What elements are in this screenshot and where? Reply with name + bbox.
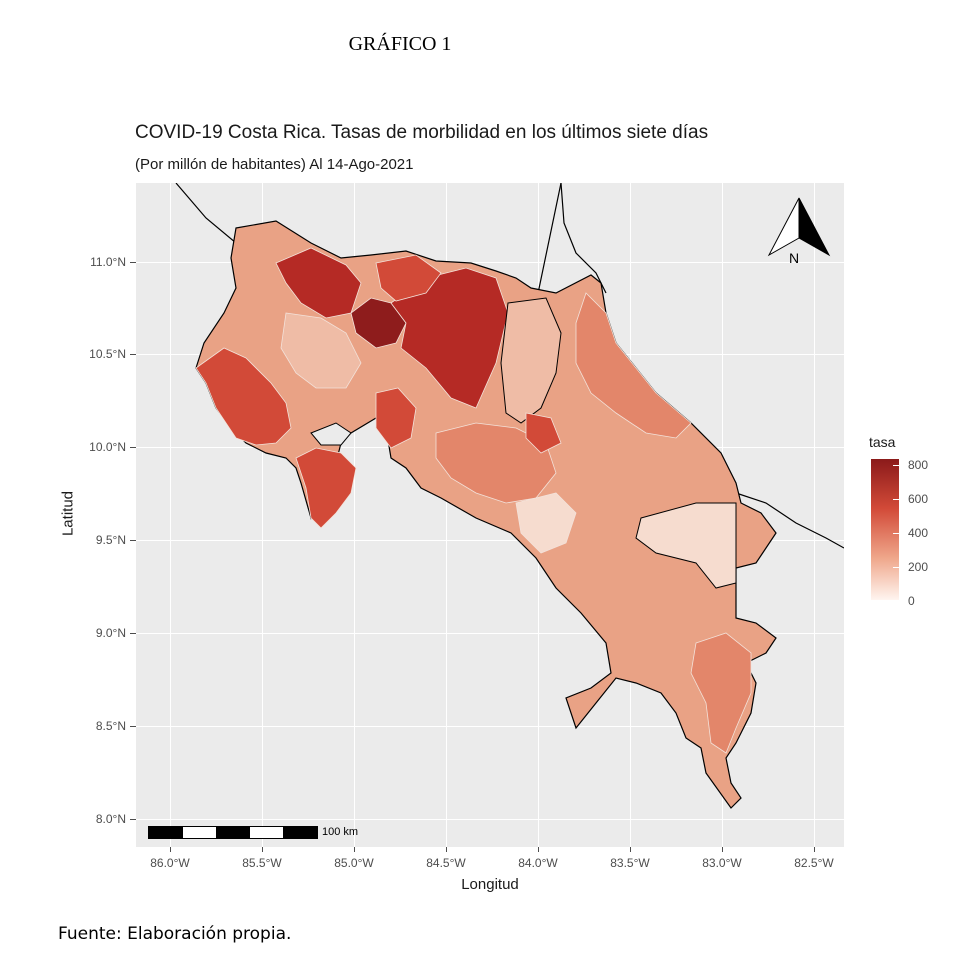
region-cartago bbox=[525, 412, 562, 454]
x-tick-mark bbox=[722, 847, 723, 852]
legend-tick-label: 600 bbox=[908, 492, 929, 506]
map-subtitle: (Por millón de habitantes) Al 14-Ago-202… bbox=[135, 156, 414, 173]
y-tick-mark bbox=[130, 447, 136, 448]
legend-tick-label: 200 bbox=[908, 560, 929, 574]
region-corredores bbox=[690, 632, 752, 754]
gridline-y bbox=[136, 819, 844, 820]
x-tick-label: 84.5°W bbox=[426, 856, 466, 870]
north-arrow-label: N bbox=[789, 250, 800, 266]
legend-title: tasa bbox=[869, 434, 896, 450]
y-tick-label: 8.5°N bbox=[95, 719, 126, 733]
legend-tick-label: 400 bbox=[908, 526, 929, 540]
panama-coast bbox=[735, 492, 844, 549]
legend-tick-mark bbox=[893, 499, 899, 500]
x-tick-label: 82.5°W bbox=[794, 856, 834, 870]
x-tick-label: 84.0°W bbox=[518, 856, 558, 870]
scale-bar-label: 100 km bbox=[322, 826, 359, 838]
x-axis-title: Longitud bbox=[461, 876, 519, 893]
source-note: Fuente: Elaboración propia. bbox=[58, 924, 292, 944]
x-tick-mark bbox=[814, 847, 815, 852]
x-tick-mark bbox=[262, 847, 263, 852]
x-tick-mark bbox=[630, 847, 631, 852]
region-guanacaste-coast bbox=[195, 347, 292, 446]
y-tick-mark bbox=[130, 262, 136, 263]
y-tick-mark bbox=[130, 633, 136, 634]
region-guatuso bbox=[375, 254, 442, 302]
gridline-y bbox=[136, 262, 844, 263]
map-panel bbox=[136, 183, 844, 847]
legend-tick-mark bbox=[893, 465, 899, 466]
region-limon-north bbox=[575, 292, 692, 439]
region-sarapiqui bbox=[500, 297, 562, 424]
scale-bar bbox=[148, 826, 318, 839]
region-perez-zeledon bbox=[515, 492, 577, 554]
scale-segment bbox=[149, 827, 183, 838]
map-title: COVID-19 Costa Rica. Tasas de morbilidad… bbox=[135, 122, 709, 143]
region-talamanca bbox=[635, 502, 737, 589]
y-tick-label: 11.0°N bbox=[90, 255, 126, 269]
choropleth-map bbox=[175, 183, 844, 809]
scale-segment bbox=[283, 827, 317, 838]
y-tick-mark bbox=[130, 726, 136, 727]
legend-color-bar bbox=[871, 459, 899, 600]
region-nicoya-south bbox=[295, 447, 357, 529]
x-tick-label: 86.0°W bbox=[150, 856, 190, 870]
scale-segment bbox=[249, 827, 284, 838]
y-axis-title: Latitud bbox=[59, 490, 77, 537]
y-tick-label: 9.0°N bbox=[95, 626, 126, 640]
y-tick-mark bbox=[130, 354, 136, 355]
legend-tick-mark bbox=[893, 533, 899, 534]
x-tick-label: 83.0°W bbox=[702, 856, 742, 870]
caribbean-coast-north bbox=[560, 183, 607, 294]
legend-tick-label: 0 bbox=[908, 594, 915, 608]
x-tick-mark bbox=[538, 847, 539, 852]
x-tick-mark bbox=[170, 847, 171, 852]
y-tick-label: 8.0°N bbox=[95, 812, 126, 826]
gridline-y bbox=[136, 540, 844, 541]
x-tick-mark bbox=[354, 847, 355, 852]
region-los-chiles bbox=[350, 297, 407, 349]
gridline-x bbox=[814, 183, 815, 847]
y-tick-label: 9.5°N bbox=[95, 533, 126, 547]
gridline-x bbox=[170, 183, 171, 847]
region-san-carlos bbox=[390, 267, 509, 409]
x-tick-mark bbox=[446, 847, 447, 852]
x-tick-label: 83.5°W bbox=[610, 856, 650, 870]
y-tick-label: 10.0°N bbox=[89, 440, 126, 454]
gridline-y bbox=[136, 726, 844, 727]
legend-tick-mark bbox=[893, 601, 899, 602]
north-arrow-icon bbox=[767, 197, 831, 257]
y-tick-mark bbox=[130, 540, 136, 541]
gridline-x bbox=[446, 183, 447, 847]
legend-tick-label: 800 bbox=[908, 458, 929, 472]
gulf-of-nicoya bbox=[310, 422, 352, 446]
region-liberia bbox=[280, 312, 362, 389]
x-tick-label: 85.5°W bbox=[242, 856, 282, 870]
document-heading: GRÁFICO 1 bbox=[348, 33, 452, 55]
y-tick-label: 10.5°N bbox=[89, 347, 126, 361]
scale-segment bbox=[182, 827, 217, 838]
y-tick-mark bbox=[130, 819, 136, 820]
gridline-x bbox=[354, 183, 355, 847]
scale-segment bbox=[216, 827, 250, 838]
gridline-x bbox=[262, 183, 263, 847]
legend-tick-mark bbox=[893, 567, 899, 568]
gridline-y bbox=[136, 633, 844, 634]
region-puntarenas-central bbox=[375, 387, 417, 449]
x-tick-label: 85.0°W bbox=[334, 856, 374, 870]
